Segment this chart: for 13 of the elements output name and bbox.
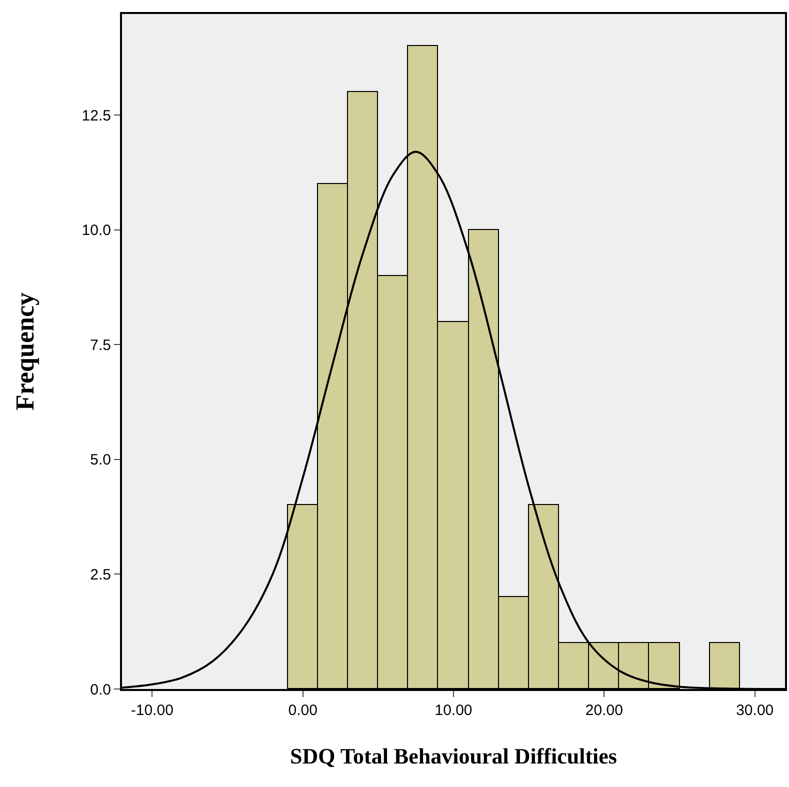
x-tick-label: 10.00 xyxy=(434,702,472,719)
y-tick-label: 2.5 xyxy=(90,566,111,584)
y-tick-label: 7.5 xyxy=(90,336,111,354)
x-tick-label: 30.00 xyxy=(736,702,774,719)
y-tick-label: 10.0 xyxy=(82,222,111,240)
y-tick-label: 5.0 xyxy=(90,452,111,469)
x-tick-label: -10.00 xyxy=(130,702,174,719)
x-tick-label: 0.00 xyxy=(288,702,318,719)
x-tick-label: 20.00 xyxy=(585,702,623,719)
y-tick-label: 12.5 xyxy=(82,107,111,124)
x-axis-title: SDQ Total Behavioural Difficulties xyxy=(290,743,618,768)
y-tick-label: 0.0 xyxy=(90,681,111,698)
y-axis-title: Frequency xyxy=(10,292,40,410)
